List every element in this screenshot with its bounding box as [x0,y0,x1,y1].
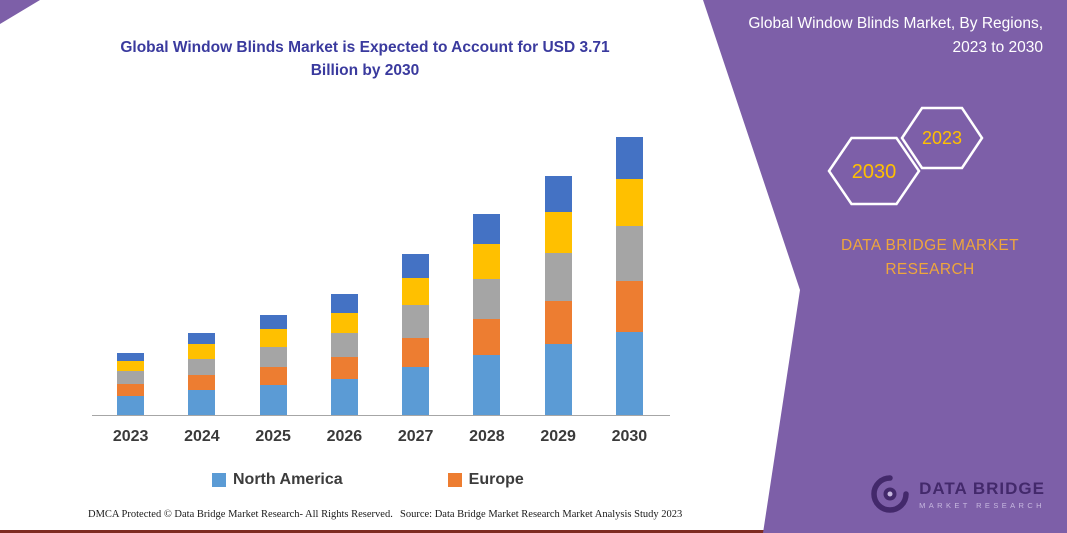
bar-segment [544,300,572,344]
legend-item-north-america: North America [212,471,343,489]
bar-segment [615,281,643,332]
top-left-corner-accent [0,0,40,24]
bar-2029 [544,176,572,415]
bar-segment [259,329,287,347]
bar-segment [473,319,501,355]
bar-segment [473,244,501,279]
legend-label: Europe [468,471,524,488]
bar-segment [473,278,501,319]
bar-segment [330,333,358,358]
bar-segment [615,178,643,226]
chart-title: Global Window Blinds Market is Expected … [120,39,610,80]
bar-segment [330,379,358,415]
chart-x-labels: 2023 2024 2025 2026 2027 2028 2029 2030 [95,428,665,446]
bar-2025 [259,315,287,415]
bar-segment [188,375,216,391]
dmca-notice: DMCA Protected © Data Bridge Market Rese… [88,509,393,520]
legend-label: North America [233,471,343,488]
chart-plot [95,130,665,415]
x-axis-label-2026: 2026 [326,428,363,445]
bar-segment [615,225,643,282]
bottom-accent-line [0,530,1067,533]
bar-segment [473,355,501,415]
bar-segment [330,294,358,313]
bar-segment [402,305,430,338]
bar-segment [473,214,501,244]
bar-segment [544,343,572,415]
x-axis-line [92,415,670,416]
bar-segment [188,344,216,359]
bar-segment [330,312,358,334]
bar-2028 [473,214,501,415]
bar-segment [402,367,430,415]
x-axis-label-2023: 2023 [112,428,149,445]
bar-segment [188,390,216,415]
bar-2023 [117,352,145,415]
bar-segment [544,176,572,213]
legend-item-europe: Europe [447,471,524,489]
bar-segment [402,337,430,367]
bar-segment [117,360,145,372]
bar-segment [259,346,287,367]
x-axis-label-2029: 2029 [540,428,576,445]
legend-swatch [212,473,226,487]
bar-segment [330,357,358,379]
bar-segment [259,315,287,330]
legend: North America Europe [212,471,524,489]
bar-segment [117,371,145,385]
bar-segment [544,212,572,253]
bar-segment [615,136,643,179]
x-axis-label-2024: 2024 [184,428,220,445]
bar-segment [259,385,287,415]
bar-2026 [330,294,358,415]
legend-swatch [447,473,462,487]
x-axis-label-2025: 2025 [255,428,291,445]
bar-segment [188,358,216,376]
bar-2027 [402,253,430,415]
bar-segment [117,384,145,396]
bar-segment [544,252,572,301]
bar-segment [402,277,430,306]
bar-segment [615,331,643,415]
x-axis-label-2028: 2028 [469,428,505,445]
bar-2030 [615,136,643,415]
bar-segment [117,352,145,361]
x-axis-label-2027: 2027 [397,428,434,445]
bar-segment [259,367,287,385]
bar-2024 [188,333,216,415]
bar-segment [402,253,430,278]
x-axis-label-2030: 2030 [611,428,648,445]
source-note: Source: Data Bridge Market Research Mark… [400,509,683,520]
bar-segment [117,395,145,415]
bar-segment [188,333,216,345]
